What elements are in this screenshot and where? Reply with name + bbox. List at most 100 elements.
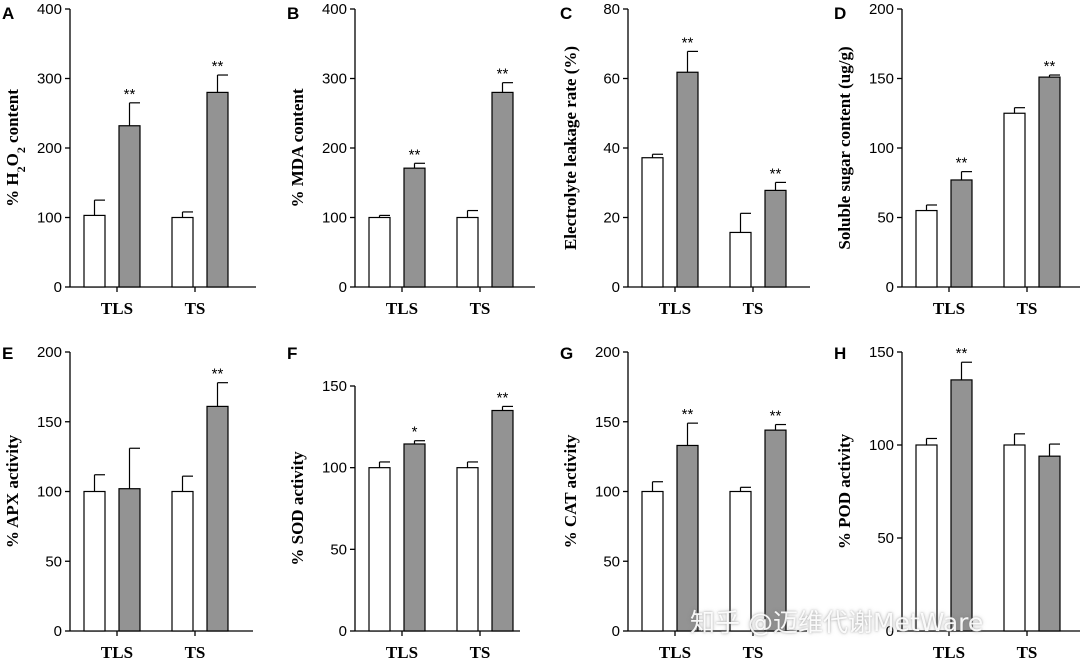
bar-tls-treatment [118, 125, 141, 288]
x-tick-label: TS [743, 643, 764, 662]
y-tick-label: 50 [603, 553, 620, 570]
y-axis-label: % APX activity [3, 434, 22, 548]
bar-tls-treatment [676, 71, 699, 288]
panel-c: C Electrolyte leakage rate (%) 0 20 40 60 80 TL… [560, 1, 810, 318]
bar-ts-treatment [491, 91, 514, 288]
y-axis-label-part: % H [3, 172, 22, 206]
x-tick-label: TS [743, 299, 764, 318]
x-tick-label: TLS [386, 643, 418, 662]
x-tick-label: TS [1017, 299, 1038, 318]
x-tick-label: TLS [933, 299, 965, 318]
significance-marker: ** [956, 155, 968, 172]
panel-letter: B [287, 4, 299, 23]
bar-ts-control [729, 231, 752, 288]
significance-marker: ** [956, 345, 968, 362]
y-tick-label: 20 [603, 210, 620, 227]
y-tick-label: 300 [37, 71, 62, 88]
y-tick-label: 150 [595, 414, 620, 431]
y-axis-label-part: 2 [14, 147, 28, 153]
bar-ts-treatment [206, 405, 229, 632]
y-tick-label: 100 [869, 437, 894, 454]
y-tick-label: 50 [330, 541, 347, 558]
y-axis-label: % H2O2 content [3, 89, 28, 207]
x-tick-label: TLS [101, 643, 133, 662]
bar-tls-treatment [950, 379, 973, 632]
y-tick-label: 60 [603, 71, 620, 88]
bar-tls-treatment [676, 444, 699, 632]
bar-ts-treatment [764, 429, 787, 632]
bar-tls-control [368, 216, 391, 288]
y-tick-label: 0 [886, 279, 894, 296]
y-tick-label: 0 [54, 623, 62, 640]
y-tick-label: 100 [37, 210, 62, 227]
x-tick-label: TLS [101, 299, 133, 318]
bar-tls-control [641, 157, 664, 288]
bar-ts-treatment [206, 91, 229, 288]
panel-d: D Soluble sugar content (ug/g) 0 50 100 150 20… [834, 1, 1080, 318]
y-tick-label: 100 [869, 140, 894, 157]
significance-marker: ** [124, 86, 136, 103]
bar-tls-treatment [403, 443, 426, 632]
panel-letter: C [560, 4, 572, 23]
bar-tls-control [915, 209, 938, 288]
y-tick-label: 150 [869, 344, 894, 361]
bar-ts-control [456, 467, 479, 632]
bar-ts-treatment [1038, 76, 1061, 288]
bar-tls-control [368, 467, 391, 632]
y-tick-label: 200 [595, 344, 620, 361]
y-tick-label: 300 [322, 71, 347, 88]
bar-ts-treatment [491, 409, 514, 632]
bar-ts-treatment [1038, 455, 1061, 632]
x-tick-label: TLS [933, 643, 965, 662]
panel-e: E % APX activity 0 50 100 150 200 TLS TS ** [2, 344, 253, 662]
x-tick-label: TS [185, 643, 206, 662]
panel-h: H % POD activity 0 50 100 150 TLS TS ** [834, 344, 1080, 662]
y-tick-label: 0 [612, 279, 620, 296]
x-tick-label: TS [1017, 643, 1038, 662]
y-tick-label: 150 [322, 378, 347, 395]
bar-ts-control [1003, 444, 1026, 632]
y-axis-label: % POD activity [835, 433, 854, 549]
y-axis-label-part: O [3, 153, 22, 166]
y-tick-label: 400 [322, 1, 347, 18]
watermark: 知乎 @迈维代谢MetWare [690, 608, 984, 637]
y-axis-label-part: 2 [14, 166, 28, 172]
x-tick-label: TLS [386, 299, 418, 318]
y-axis-label: % SOD activity [288, 451, 307, 566]
significance-marker: ** [682, 34, 694, 51]
y-tick-label: 400 [37, 1, 62, 18]
y-tick-label: 100 [322, 210, 347, 227]
panel-letter: E [2, 344, 13, 363]
bar-ts-control [729, 490, 752, 632]
y-tick-label: 200 [37, 140, 62, 157]
panel-letter: D [834, 4, 846, 23]
bar-ts-treatment [764, 189, 787, 288]
significance-marker: ** [770, 165, 782, 182]
significance-marker: ** [682, 406, 694, 423]
bar-tls-treatment [118, 488, 141, 632]
y-tick-label: 100 [595, 484, 620, 501]
bar-ts-control [171, 490, 194, 632]
bar-ts-control [1003, 112, 1026, 288]
y-tick-label: 40 [603, 140, 620, 157]
bar-ts-control [456, 216, 479, 288]
y-tick-label: 50 [877, 530, 894, 547]
significance-marker: ** [497, 66, 509, 83]
bar-tls-control [915, 444, 938, 632]
y-tick-label: 200 [869, 1, 894, 18]
significance-marker: ** [1044, 58, 1056, 75]
panel-letter: G [560, 344, 573, 363]
significance-marker: ** [409, 146, 421, 163]
panel-g: G % CAT activity 0 50 100 150 200 TLS TS ** ** [560, 344, 807, 662]
panel-letter: F [287, 344, 297, 363]
y-tick-label: 0 [612, 623, 620, 640]
bar-tls-control [83, 214, 106, 288]
bar-tls-control [641, 490, 664, 632]
x-tick-label: TS [470, 299, 491, 318]
y-tick-label: 50 [877, 210, 894, 227]
x-tick-label: TS [185, 299, 206, 318]
panel-letter: H [834, 344, 846, 363]
bar-tls-treatment [950, 179, 973, 288]
